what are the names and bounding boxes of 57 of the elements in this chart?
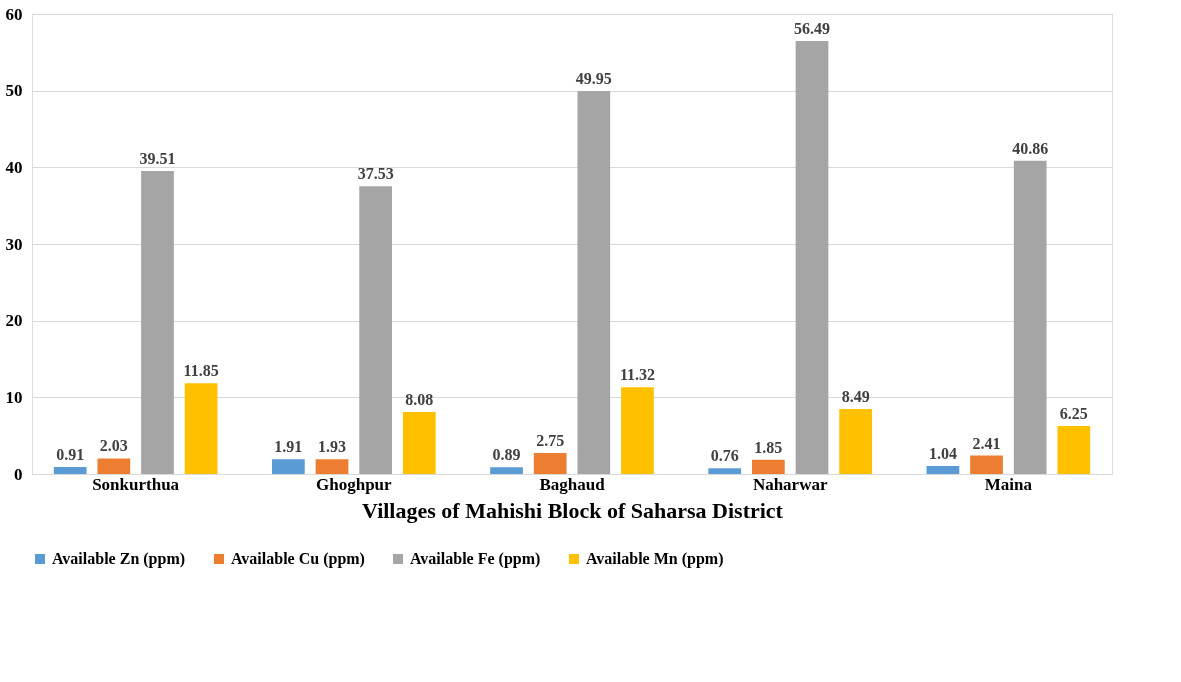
bar	[97, 458, 131, 474]
bar	[272, 459, 305, 474]
data-label: 40.86	[1012, 139, 1049, 157]
bar	[141, 171, 174, 474]
x-tick-label: Sonkurthua	[92, 474, 180, 494]
data-label: 1.85	[754, 438, 783, 456]
bar	[533, 452, 567, 474]
y-tick-label: 30	[5, 234, 23, 254]
legend-label: Available Fe (ppm)	[410, 550, 541, 568]
data-label: 2.75	[536, 431, 565, 449]
x-axis-title: Villages of Mahishi Block of Saharsa District	[362, 497, 784, 523]
bar	[402, 412, 436, 474]
bar	[970, 455, 1003, 474]
y-tick-label: 50	[5, 81, 23, 101]
data-label: 2.41	[972, 434, 1001, 452]
y-tick-label: 10	[5, 387, 23, 407]
bar	[359, 186, 392, 474]
bar	[795, 40, 829, 474]
bar	[621, 387, 654, 474]
data-label: 0.91	[56, 446, 85, 464]
bar	[926, 466, 960, 474]
y-tick-label: 60	[5, 4, 23, 24]
bar	[1013, 160, 1047, 474]
bar	[184, 383, 218, 474]
data-label: 8.49	[841, 387, 870, 405]
bar	[577, 91, 611, 474]
data-label: 56.49	[794, 19, 830, 37]
bar	[708, 468, 742, 474]
data-label: 11.85	[183, 362, 219, 380]
data-label: 8.08	[405, 391, 434, 409]
bar	[490, 467, 523, 474]
data-label: 0.89	[492, 446, 521, 464]
bar	[1057, 426, 1091, 474]
data-label: 37.53	[357, 165, 394, 183]
bar	[752, 459, 785, 474]
x-tick-label: Naharwar	[752, 474, 828, 494]
y-tick-label: 20	[5, 311, 23, 331]
data-label: 2.03	[99, 437, 128, 455]
x-tick-label: Baghaud	[539, 474, 606, 494]
y-tick-label: 0	[14, 464, 23, 484]
data-label: 39.51	[139, 150, 176, 168]
legend-label: Available Cu (ppm)	[231, 550, 365, 568]
y-tick-label: 40	[5, 157, 23, 177]
x-tick-label: Maina	[984, 474, 1033, 494]
bar	[315, 459, 349, 474]
data-label: 49.95	[575, 70, 612, 88]
data-label: 11.32	[619, 366, 656, 384]
data-label: 0.76	[710, 447, 739, 465]
bar	[839, 408, 872, 474]
data-label: 1.04	[928, 445, 957, 463]
legend-label: Available Mn (ppm)	[586, 550, 724, 568]
bar	[53, 467, 87, 474]
data-label: 1.93	[318, 438, 346, 456]
data-label: 1.91	[274, 438, 303, 456]
legend-label: Available Zn (ppm)	[52, 550, 186, 568]
data-label: 6.25	[1059, 405, 1088, 423]
x-tick-label: Ghoghpur	[316, 474, 393, 494]
